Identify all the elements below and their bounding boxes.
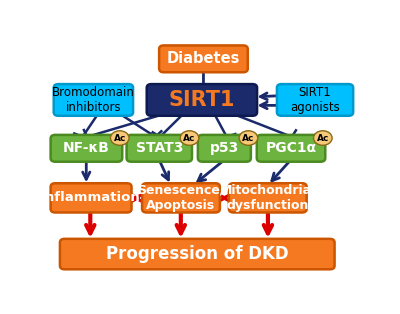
Text: SIRT1: SIRT1	[169, 90, 235, 110]
FancyBboxPatch shape	[159, 46, 248, 72]
Text: Diabetes: Diabetes	[167, 51, 240, 66]
FancyBboxPatch shape	[54, 84, 133, 116]
Text: Ac: Ac	[114, 133, 126, 143]
Text: PGC1α: PGC1α	[266, 141, 316, 155]
Text: SIRT1
agonists: SIRT1 agonists	[290, 86, 340, 114]
Circle shape	[110, 131, 129, 145]
FancyBboxPatch shape	[51, 135, 122, 162]
Circle shape	[180, 131, 199, 145]
Circle shape	[239, 131, 258, 145]
Text: Mitochondrial
dysfunction: Mitochondrial dysfunction	[220, 184, 316, 212]
Text: Inflammation: Inflammation	[41, 191, 141, 204]
Text: Ac: Ac	[183, 133, 196, 143]
FancyBboxPatch shape	[198, 135, 251, 162]
FancyBboxPatch shape	[147, 84, 257, 116]
FancyBboxPatch shape	[126, 135, 192, 162]
FancyBboxPatch shape	[51, 183, 132, 213]
FancyBboxPatch shape	[142, 183, 220, 213]
FancyBboxPatch shape	[277, 84, 353, 116]
Text: NF-κB: NF-κB	[63, 141, 110, 155]
Text: Ac: Ac	[242, 133, 254, 143]
Text: Progression of DKD: Progression of DKD	[106, 245, 288, 263]
Text: STAT3: STAT3	[136, 141, 183, 155]
Text: Ac: Ac	[317, 133, 329, 143]
Text: Senescence/
Apoptosis: Senescence/ Apoptosis	[137, 184, 225, 212]
FancyBboxPatch shape	[229, 183, 307, 213]
Text: p53: p53	[210, 141, 239, 155]
FancyBboxPatch shape	[257, 135, 325, 162]
Text: Bromodomain
inhibitors: Bromodomain inhibitors	[52, 86, 135, 114]
FancyBboxPatch shape	[60, 239, 334, 269]
Circle shape	[314, 131, 332, 145]
